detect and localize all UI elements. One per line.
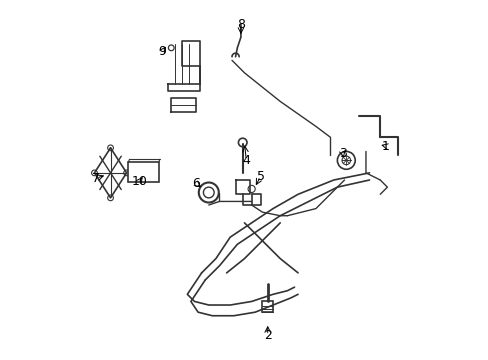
Text: 10: 10 — [131, 175, 147, 188]
Bar — [262, 301, 272, 312]
Text: 5: 5 — [256, 170, 264, 183]
Text: 2: 2 — [263, 329, 271, 342]
Text: 6: 6 — [192, 177, 200, 190]
Text: 9: 9 — [158, 45, 166, 58]
Bar — [128, 162, 159, 182]
Text: 8: 8 — [237, 18, 244, 31]
Text: 4: 4 — [242, 154, 250, 167]
Text: 1: 1 — [381, 140, 389, 153]
Circle shape — [91, 170, 97, 176]
Circle shape — [107, 145, 113, 151]
Text: 3: 3 — [338, 147, 346, 160]
Circle shape — [123, 170, 129, 176]
Text: 7: 7 — [92, 172, 100, 185]
Circle shape — [107, 195, 113, 201]
